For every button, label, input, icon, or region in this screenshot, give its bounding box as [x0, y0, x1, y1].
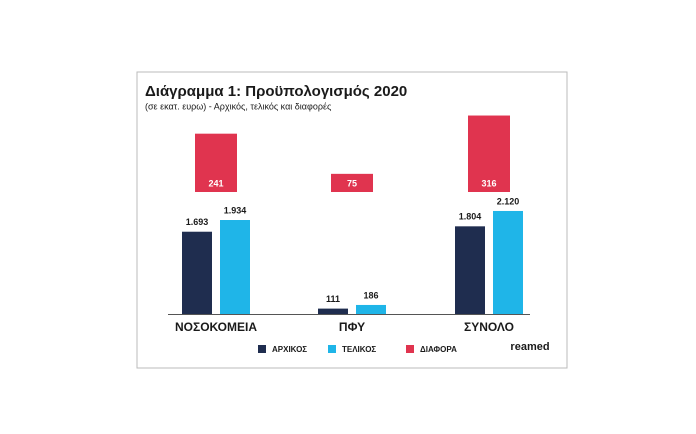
legend-swatch: [406, 345, 414, 353]
value-label: 186: [363, 290, 378, 300]
value-label: 75: [347, 178, 357, 188]
legend-label: ΔΙΑΦΟΡΑ: [420, 345, 457, 354]
diff-bar: [195, 133, 237, 192]
value-label: 241: [208, 178, 223, 188]
value-label: 1.934: [224, 205, 247, 215]
diff-bar: [331, 173, 373, 192]
logo: reamed: [510, 341, 549, 353]
legend-label: ΑΡΧΙΚΟΣ: [272, 345, 307, 354]
bar: [455, 226, 485, 314]
x-tick-label: ΣΥΝΟΛΟ: [464, 320, 514, 334]
x-tick-label: ΠΦΥ: [339, 320, 365, 334]
bar: [220, 220, 250, 314]
bar: [356, 304, 386, 314]
value-label: 2.120: [497, 196, 520, 206]
value-label: 1.804: [459, 212, 482, 222]
legend-swatch: [328, 345, 336, 353]
legend-label: ΤΕΛΙΚΟΣ: [342, 345, 376, 354]
value-label: 111: [326, 294, 340, 304]
chart-subtitle: (σε εκατ. ευρω) - Αρχικός, τελικός και δ…: [145, 101, 332, 111]
bar: [318, 308, 348, 314]
bar: [493, 210, 523, 314]
chart-title: Διάγραμμα 1: Προϋπολογισμός 2020: [145, 83, 407, 100]
value-label: 316: [481, 178, 496, 188]
value-label: 1.693: [186, 217, 209, 227]
x-tick-label: ΝΟΣΟΚΟΜΕΙΑ: [175, 320, 257, 334]
bar: [182, 231, 212, 314]
diff-bar: [468, 115, 510, 192]
legend-swatch: [258, 345, 266, 353]
